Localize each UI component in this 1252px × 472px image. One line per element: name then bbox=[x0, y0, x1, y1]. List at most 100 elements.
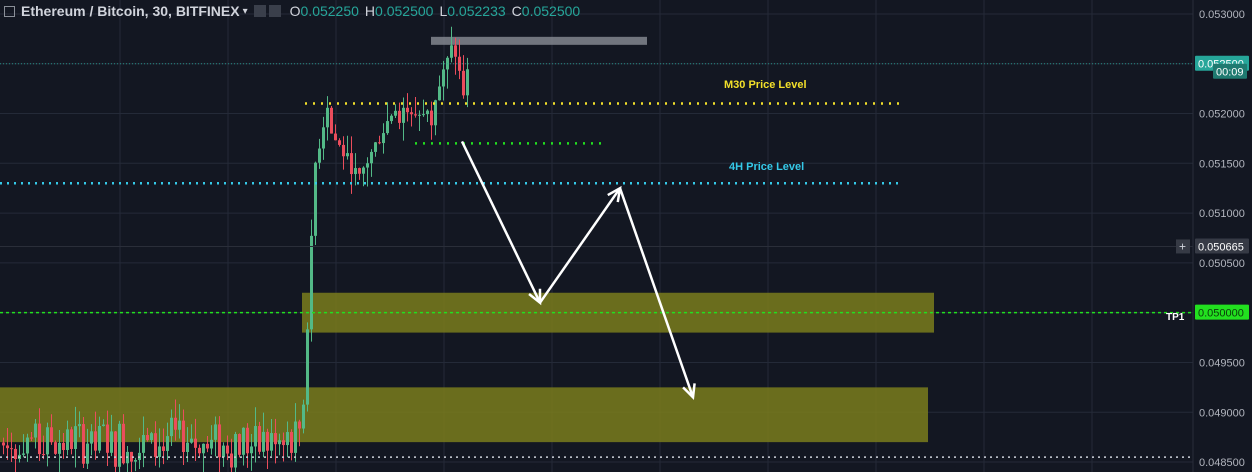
candle-body bbox=[418, 114, 421, 116]
ohlc-close-label: C bbox=[511, 3, 522, 19]
y-tick-label: 0.050500 bbox=[1199, 258, 1245, 270]
candle-body bbox=[182, 420, 185, 452]
candle-body bbox=[414, 114, 417, 116]
candle-body bbox=[130, 451, 133, 462]
candle-body bbox=[410, 112, 413, 115]
candle-body bbox=[110, 431, 113, 453]
close-icon[interactable] bbox=[268, 5, 281, 17]
candle-body bbox=[442, 69, 445, 87]
candle-body bbox=[374, 142, 377, 152]
candle-body bbox=[46, 427, 49, 455]
candle-body bbox=[362, 167, 365, 174]
m30-level-label: M30 Price Level bbox=[724, 79, 807, 91]
candle-body bbox=[358, 168, 361, 174]
candle-body bbox=[22, 453, 25, 455]
tp1-label: TP1 bbox=[1166, 312, 1185, 323]
candle-body bbox=[6, 445, 9, 449]
ohlc-low-value: 0.052233 bbox=[447, 3, 506, 19]
candle-body bbox=[42, 454, 45, 456]
candle-body bbox=[150, 433, 153, 441]
crosshair-price-label-bg bbox=[1195, 238, 1249, 254]
candle-body bbox=[298, 421, 301, 429]
candle-body bbox=[406, 107, 409, 113]
candle-body bbox=[230, 453, 233, 468]
candle-body bbox=[62, 442, 65, 451]
candle-body bbox=[438, 86, 441, 101]
candle-body bbox=[382, 133, 385, 144]
candle-body bbox=[398, 110, 401, 123]
candle-body bbox=[198, 447, 201, 454]
chevron-down-icon[interactable]: ▾ bbox=[242, 5, 248, 17]
settings-icon[interactable] bbox=[253, 5, 266, 17]
candle-body bbox=[210, 439, 213, 449]
candle-body bbox=[350, 153, 353, 175]
projection-arrow-line bbox=[460, 140, 542, 304]
y-tick-label: 0.049500 bbox=[1199, 357, 1245, 369]
candle-body bbox=[38, 423, 41, 455]
candle-body bbox=[266, 431, 269, 451]
candle-body bbox=[250, 446, 253, 454]
candle-body bbox=[246, 427, 249, 454]
candle-body bbox=[206, 443, 209, 449]
candle-body bbox=[194, 438, 197, 448]
candle-body bbox=[466, 69, 469, 96]
candle-timer-label-bg bbox=[1213, 63, 1247, 79]
candle-body bbox=[78, 424, 81, 427]
candle-body bbox=[330, 107, 333, 134]
candle-body bbox=[450, 45, 453, 58]
candle-body bbox=[318, 148, 321, 163]
candle-body bbox=[70, 429, 73, 449]
candle-body bbox=[214, 424, 217, 440]
y-tick-label: 0.052000 bbox=[1199, 109, 1245, 121]
candle-body bbox=[226, 445, 229, 454]
candle-body bbox=[234, 434, 237, 468]
candle-body bbox=[170, 417, 173, 437]
collapse-icon[interactable] bbox=[4, 5, 15, 17]
candle-body bbox=[2, 442, 5, 446]
candle-body bbox=[282, 440, 285, 446]
candle-body bbox=[342, 144, 345, 157]
candle-body bbox=[326, 107, 329, 128]
ohlc-low-label: L bbox=[439, 3, 448, 19]
ohlc-open-value: 0.052250 bbox=[300, 3, 359, 19]
candle-body bbox=[302, 404, 305, 429]
candle-body bbox=[94, 431, 97, 451]
candle-body bbox=[66, 429, 69, 451]
candle-body bbox=[114, 431, 117, 467]
plus-icon: + bbox=[1179, 239, 1186, 253]
candle-body bbox=[190, 438, 193, 443]
candle-body bbox=[174, 417, 177, 430]
candle-body bbox=[134, 460, 137, 462]
y-tick-label: 0.049000 bbox=[1199, 407, 1245, 419]
candle-body bbox=[202, 443, 205, 454]
symbol-title[interactable]: Ethereum / Bitcoin, 30, BITFINEX bbox=[21, 3, 240, 19]
candle-body bbox=[430, 110, 433, 126]
candle-body bbox=[294, 421, 297, 453]
candle-body bbox=[386, 121, 389, 134]
candle-body bbox=[286, 432, 289, 446]
candle-body bbox=[218, 424, 221, 458]
candle-body bbox=[58, 442, 61, 454]
candle-body bbox=[262, 431, 265, 452]
ohlc-close-value: 0.052500 bbox=[521, 3, 581, 19]
candle-body bbox=[322, 127, 325, 149]
candle-body bbox=[354, 168, 357, 175]
candle-timer-label: 00:09 bbox=[1216, 67, 1244, 79]
chart-header: Ethereum / Bitcoin, 30, BITFINEX ▾ O 0.05… bbox=[0, 0, 580, 22]
crosshair-price-label: 0.050665 bbox=[1198, 241, 1244, 253]
y-tick-label: 0.051500 bbox=[1199, 158, 1245, 170]
candle-body bbox=[242, 427, 245, 455]
candle-body bbox=[30, 437, 33, 439]
candle-body bbox=[306, 329, 309, 405]
candle-body bbox=[270, 433, 273, 451]
candle-body bbox=[454, 45, 457, 57]
candle-body bbox=[222, 445, 225, 458]
candle-body bbox=[122, 423, 125, 464]
candle-body bbox=[146, 435, 149, 441]
candle-body bbox=[334, 133, 337, 141]
projection-arrow-head bbox=[682, 383, 696, 401]
candle-body bbox=[34, 423, 37, 438]
candle-body bbox=[422, 114, 425, 116]
candle-body bbox=[98, 425, 101, 451]
